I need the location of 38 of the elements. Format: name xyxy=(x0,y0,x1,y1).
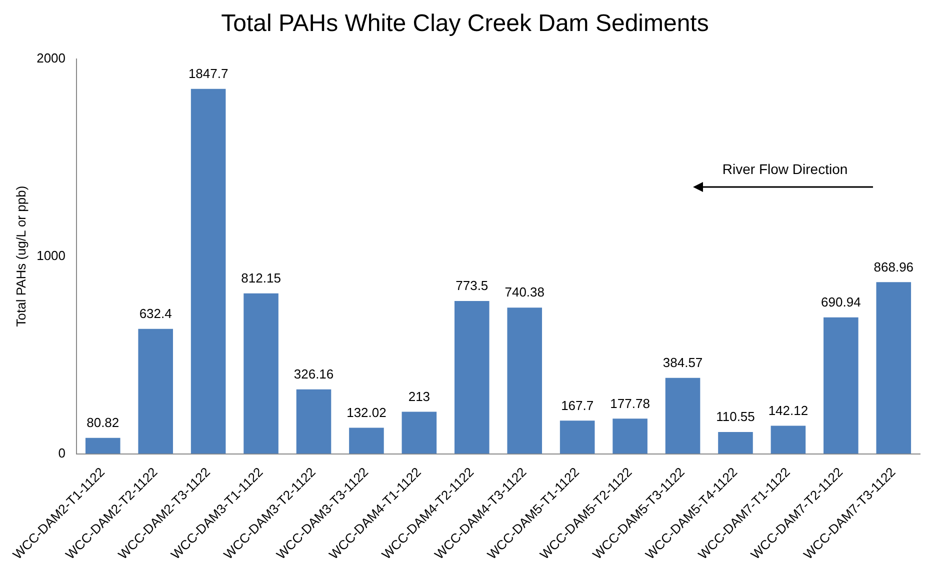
data-label: 177.78 xyxy=(610,396,650,411)
bar xyxy=(665,378,700,454)
data-label: 384.57 xyxy=(662,354,703,370)
bar xyxy=(770,426,806,454)
annotation: River Flow Direction xyxy=(722,161,848,178)
data-label: 213 xyxy=(408,388,430,404)
bar xyxy=(349,428,384,454)
data-label: 167.7 xyxy=(561,398,594,413)
data-label: 812.15 xyxy=(241,270,281,286)
y-tick-label: 1000 xyxy=(36,248,66,263)
y-axis-title: Total PAHs (ug/L or ppb) xyxy=(13,186,28,327)
y-tick-label: 2000 xyxy=(36,50,66,66)
bar xyxy=(718,432,753,454)
bar xyxy=(85,438,120,454)
bar xyxy=(454,301,490,454)
bar xyxy=(560,420,595,454)
data-label: 110.55 xyxy=(716,409,755,424)
bar xyxy=(138,328,173,454)
bar xyxy=(296,389,332,454)
bar xyxy=(507,308,542,454)
bar xyxy=(824,317,858,454)
y-tick-label: 0 xyxy=(58,445,66,460)
data-label: 740.38 xyxy=(504,284,544,300)
data-label: 632.4 xyxy=(139,306,172,321)
data-label: 132.02 xyxy=(346,404,386,420)
data-label: 773.5 xyxy=(456,278,488,294)
data-label: 690.94 xyxy=(821,294,861,310)
data-label: 80.82 xyxy=(86,414,120,430)
data-label: 326.16 xyxy=(294,366,334,382)
bar xyxy=(244,293,278,454)
bar xyxy=(402,412,437,454)
data-label: 1847.7 xyxy=(188,66,228,81)
data-label: 142.12 xyxy=(768,402,808,418)
data-label: 868.96 xyxy=(874,259,914,274)
bar xyxy=(190,88,226,454)
chart-title: Total PAHs White Clay Creek Dam Sediments xyxy=(221,10,709,38)
bar xyxy=(612,418,648,454)
bar xyxy=(876,282,912,454)
